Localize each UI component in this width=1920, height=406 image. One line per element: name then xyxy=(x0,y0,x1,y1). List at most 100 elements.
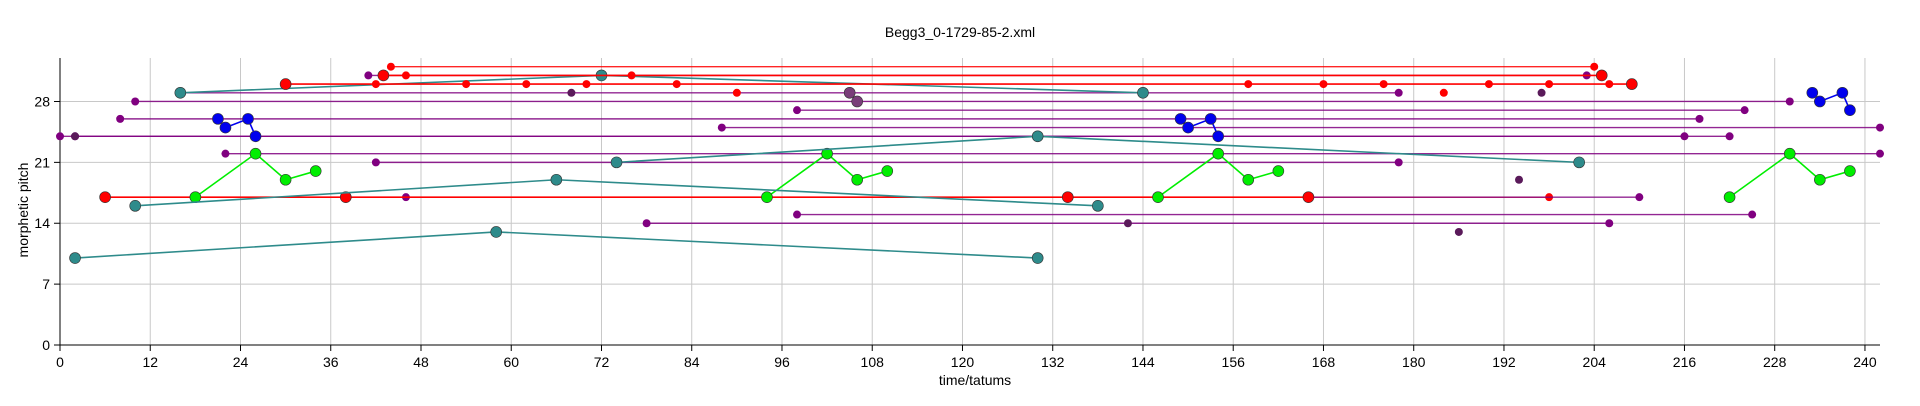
series-point xyxy=(99,191,111,203)
series-point xyxy=(279,78,292,90)
span-start-point xyxy=(131,97,140,106)
note-point xyxy=(1484,80,1493,89)
series-point xyxy=(1573,156,1585,169)
series-point xyxy=(174,86,187,99)
series-point xyxy=(1814,173,1826,186)
x-tick-label: 96 xyxy=(774,354,790,370)
x-tick-label: 120 xyxy=(951,354,975,370)
note-point xyxy=(371,80,380,89)
x-tick-label: 48 xyxy=(413,354,429,370)
span-end-point xyxy=(1695,114,1704,123)
series-point xyxy=(1061,191,1074,203)
x-tick-label: 108 xyxy=(861,354,885,370)
x-tick-label: 72 xyxy=(594,354,610,370)
note-point xyxy=(1537,88,1546,97)
series-point xyxy=(249,130,262,143)
span-end-point xyxy=(1876,149,1884,158)
series-point xyxy=(821,147,833,160)
series-point xyxy=(1844,104,1856,116)
series-point xyxy=(129,200,142,212)
series-point xyxy=(212,113,224,125)
x-tick-label: 132 xyxy=(1041,354,1065,370)
axes-layer xyxy=(54,58,1880,351)
series-point xyxy=(1723,191,1736,203)
span-end-point xyxy=(1740,106,1749,115)
span-end-point xyxy=(1680,132,1689,141)
span-start-point xyxy=(371,158,380,167)
x-tick-label: 180 xyxy=(1402,354,1426,370)
span-start-point xyxy=(386,62,395,71)
note-point xyxy=(1545,80,1554,89)
y-tick-label: 28 xyxy=(34,93,50,109)
series-point xyxy=(610,156,623,169)
series-point xyxy=(490,226,502,238)
x-tick-label: 192 xyxy=(1492,354,1516,370)
note-point xyxy=(567,88,576,97)
note-point xyxy=(1515,175,1524,184)
note-point xyxy=(1439,88,1448,97)
x-tick-label: 240 xyxy=(1853,354,1877,370)
series-point xyxy=(550,173,563,186)
series-line xyxy=(135,178,1098,207)
series-point xyxy=(1783,147,1796,160)
chart-title: Begg3_0-1729-85-2.xml xyxy=(885,24,1035,40)
note-point xyxy=(1454,227,1463,236)
series-point xyxy=(1814,95,1826,108)
span-end-point xyxy=(1748,210,1757,219)
note-point xyxy=(1605,80,1614,89)
series-point xyxy=(1152,191,1164,203)
note-point xyxy=(672,80,681,89)
x-tick-label: 156 xyxy=(1222,354,1246,370)
span-end-point xyxy=(1605,219,1614,228)
series-point xyxy=(843,86,856,99)
note-point xyxy=(582,80,591,89)
span-end-point xyxy=(1785,97,1794,106)
x-tick-label: 84 xyxy=(684,354,700,370)
y-tick-label: 7 xyxy=(42,276,50,292)
x-tick-label: 24 xyxy=(233,354,249,370)
x-tick-label: 36 xyxy=(323,354,339,370)
series-point xyxy=(1204,113,1217,125)
series-line xyxy=(194,152,316,198)
series-point xyxy=(309,165,322,177)
span-start-point xyxy=(56,132,64,141)
span-end-point xyxy=(1394,88,1403,97)
note-point xyxy=(71,132,80,141)
x-tick-label: 228 xyxy=(1763,354,1787,370)
series-point xyxy=(1844,165,1856,177)
series-point xyxy=(1836,86,1849,99)
series-point xyxy=(1031,252,1044,264)
series-point xyxy=(1242,173,1255,186)
series-point xyxy=(851,95,863,108)
note-point xyxy=(1319,80,1328,89)
series-line xyxy=(1157,152,1279,198)
series-line xyxy=(616,135,1580,164)
series-point xyxy=(242,113,254,125)
series-point xyxy=(1212,147,1224,160)
series-line xyxy=(1729,152,1851,198)
series-point xyxy=(249,147,262,160)
series-line xyxy=(766,152,888,198)
span-start-point xyxy=(793,210,802,219)
y-tick-label: 21 xyxy=(34,154,50,170)
x-tick-label: 168 xyxy=(1312,354,1336,370)
series-point xyxy=(339,191,352,203)
series-point xyxy=(69,252,81,264)
span-start-point xyxy=(793,106,802,115)
span-start-point xyxy=(642,219,651,228)
series-point xyxy=(1031,130,1044,143)
series-point xyxy=(1137,86,1149,99)
span-end-point xyxy=(1635,193,1644,202)
x-tick-label: 216 xyxy=(1673,354,1697,370)
span-start-point xyxy=(116,114,125,123)
x-tick-label: 144 xyxy=(1131,354,1155,370)
span-end-point xyxy=(1590,62,1599,71)
series-point xyxy=(189,191,202,203)
series-point xyxy=(377,69,390,82)
series-point xyxy=(1302,191,1315,203)
note-point xyxy=(732,88,741,97)
series-line xyxy=(74,231,1038,259)
series-point xyxy=(851,173,863,186)
